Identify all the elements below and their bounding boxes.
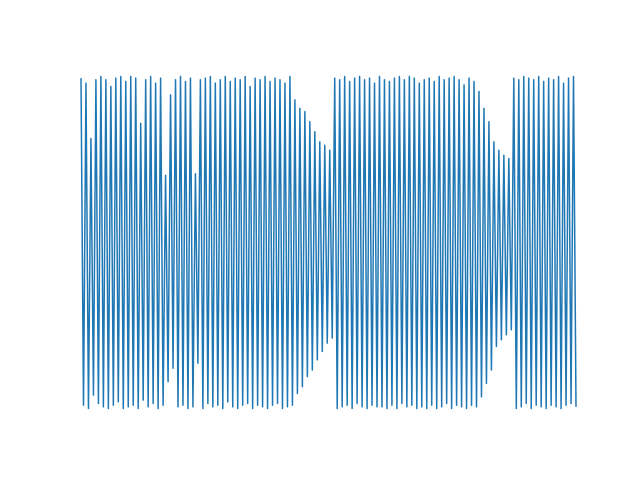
signal-line [80, 75, 577, 410]
